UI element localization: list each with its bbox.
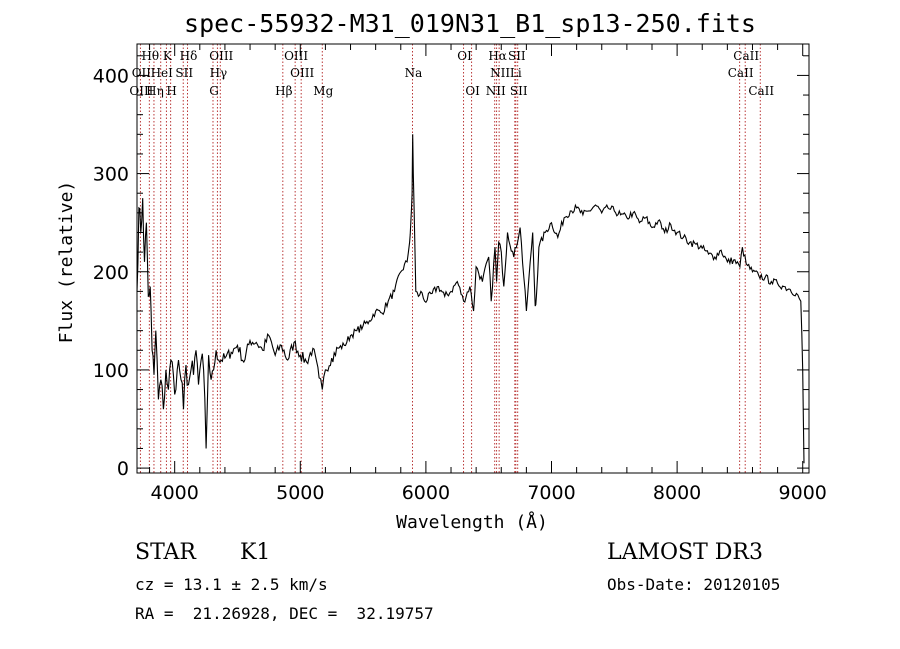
object-class: STAR bbox=[135, 540, 196, 565]
line-label: SII bbox=[175, 66, 193, 80]
line-label: OI bbox=[465, 84, 480, 98]
y-tick-label: 400 bbox=[93, 65, 129, 87]
y-tick-label: 200 bbox=[93, 262, 129, 284]
x-axis-label: Wavelength (Å) bbox=[396, 511, 548, 533]
line-label: OIII bbox=[284, 49, 308, 63]
line-label: Mg bbox=[313, 84, 333, 98]
x-tick-label: 5000 bbox=[276, 482, 324, 504]
line-label: Hη bbox=[146, 84, 164, 98]
axis-ticks: 4000 5000 6000 7000 8000 9000 0 100 200 300 400 bbox=[93, 44, 827, 504]
line-label: SII bbox=[510, 84, 528, 98]
y-tick-label: 300 bbox=[93, 164, 129, 186]
x-tick-label: 7000 bbox=[527, 482, 575, 504]
observation-date: Obs-Date: 20120105 bbox=[607, 575, 781, 594]
y-axis-label: Flux (relative) bbox=[56, 181, 77, 344]
line-label: OII bbox=[132, 66, 152, 80]
line-label: Hδ bbox=[180, 49, 198, 63]
object-subclass: K1 bbox=[240, 540, 271, 565]
x-tick-label: 9000 bbox=[779, 482, 827, 504]
line-label: HeI bbox=[151, 66, 174, 80]
line-label: NII bbox=[490, 66, 510, 80]
line-label: Hβ bbox=[275, 84, 292, 98]
line-label: NII bbox=[486, 84, 506, 98]
x-tick-label: 8000 bbox=[653, 482, 701, 504]
redshift-text: cz = 13.1 ± 2.5 km/s bbox=[135, 575, 328, 594]
line-label: OIII bbox=[129, 84, 153, 98]
plot-frame bbox=[136, 43, 810, 474]
x-tick-label: 4000 bbox=[151, 482, 199, 504]
line-label: Na bbox=[405, 66, 423, 80]
line-label: SII bbox=[508, 49, 526, 63]
y-tick-label: 100 bbox=[93, 360, 129, 382]
line-label: G bbox=[209, 84, 219, 98]
line-label: Li bbox=[510, 66, 522, 80]
survey-name: LAMOST DR3 bbox=[607, 540, 763, 565]
line-label: OI bbox=[457, 49, 472, 63]
line-label: CaII bbox=[733, 49, 759, 63]
line-label: OIII bbox=[290, 66, 314, 80]
line-label: K bbox=[163, 49, 173, 63]
line-label: Hθ bbox=[141, 49, 159, 63]
line-label: Hγ bbox=[210, 66, 228, 80]
chart-title: spec-55932-M31_019N31_B1_sp13-250.fits bbox=[184, 9, 756, 38]
line-label: CaII bbox=[728, 66, 754, 80]
spectral-line-markers bbox=[139, 44, 761, 473]
line-label: Hα bbox=[488, 49, 507, 63]
x-tick-label: 6000 bbox=[402, 482, 450, 504]
line-label: H bbox=[166, 84, 176, 98]
y-tick-label: 0 bbox=[117, 458, 129, 480]
line-label: OIII bbox=[209, 49, 233, 63]
coordinates-text: RA = 21.26928, DEC = 32.19757 bbox=[135, 604, 434, 623]
flux-series-line bbox=[136, 134, 805, 464]
line-label: CaII bbox=[748, 84, 774, 98]
